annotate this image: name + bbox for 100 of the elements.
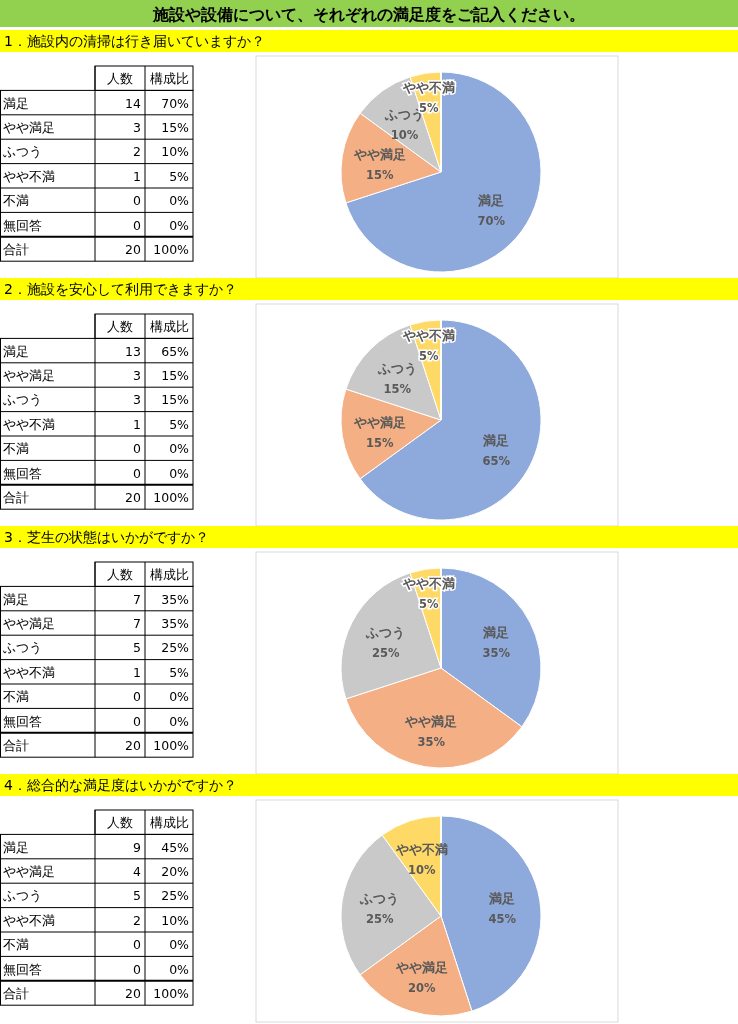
slice-label: 満足 (488, 891, 516, 907)
text: 人数 (107, 815, 133, 831)
slice-label: やや満足 (404, 714, 458, 730)
text: 0 (133, 193, 142, 209)
data-label: 45% (488, 912, 517, 927)
text: 0% (169, 961, 189, 977)
data-label: 65% (482, 454, 511, 469)
text: 14 (125, 95, 142, 111)
text: 2 (133, 912, 141, 928)
text: 45% (161, 839, 189, 855)
text: 100% (153, 986, 190, 1001)
data-label: 10% (390, 127, 419, 142)
text: 0% (169, 465, 189, 481)
text: 4．総合的な満足度はいかがですか？ (4, 777, 237, 793)
text: 35% (161, 591, 189, 607)
data-label: 35% (482, 645, 511, 660)
text: 70% (161, 95, 189, 111)
category-label: やや不満 (3, 664, 55, 680)
text: 100% (153, 738, 190, 753)
text: 3．芝生の状態はいかがですか？ (4, 529, 209, 545)
data-label: 15% (383, 382, 412, 397)
data-label: 35% (417, 735, 446, 750)
text: 10% (161, 144, 189, 160)
text: 25% (161, 888, 189, 904)
slice-label: やや満足 (352, 147, 406, 163)
text: 3 (133, 392, 141, 408)
text: 2 (133, 144, 141, 160)
category-label: 不満 (3, 689, 29, 705)
text: 100% (153, 242, 190, 257)
text: 15% (161, 392, 189, 408)
text: 構成比 (149, 71, 189, 87)
category-label: 無回答 (3, 713, 42, 729)
data-label: 20% (408, 980, 437, 995)
text: 100% (153, 490, 190, 505)
text: 0% (169, 441, 189, 457)
text: 0% (169, 217, 189, 233)
slice-label: ふつう (376, 361, 417, 377)
text: 0 (133, 441, 142, 457)
text: 7 (133, 591, 141, 607)
category-label: 無回答 (3, 961, 42, 977)
text: 20% (161, 864, 189, 879)
text: 7 (133, 616, 141, 631)
text: 合計 (3, 242, 29, 257)
text: 5% (169, 168, 189, 184)
text: 1 (133, 664, 141, 680)
category-label: 無回答 (3, 217, 42, 233)
category-label: ふつう (3, 392, 42, 408)
text: 20 (125, 242, 142, 257)
text: 人数 (107, 319, 133, 335)
slice-label: 満足 (477, 193, 505, 209)
text: 人数 (107, 71, 133, 87)
text: 合計 (3, 986, 29, 1001)
data-label: 25% (371, 645, 400, 660)
category-label: ふつう (3, 888, 42, 904)
text: 1 (133, 168, 141, 184)
text: 5% (169, 664, 189, 680)
text: 10% (161, 912, 189, 928)
text: 3 (133, 120, 141, 135)
chart-subtitle: 施設や設備について、それぞれの満足度をご記入ください。 (152, 5, 585, 24)
category-label: 満足 (3, 839, 29, 855)
text: 20 (125, 986, 142, 1001)
text: 5 (133, 640, 141, 656)
text: 0 (133, 937, 142, 953)
text: 3 (133, 368, 141, 383)
data-label: 10% (408, 863, 437, 878)
text: 0 (133, 465, 142, 481)
category-label: 不満 (3, 441, 29, 457)
text: 4 (133, 864, 142, 879)
slice-label: やや満足 (352, 414, 406, 430)
category-label: やや満足 (3, 368, 55, 383)
category-label: 不満 (3, 193, 29, 209)
category-label: 無回答 (3, 465, 42, 481)
slice-label: 満足 (482, 433, 510, 449)
category-label: 満足 (3, 591, 29, 607)
text: 65% (161, 343, 189, 359)
text: 5 (133, 888, 141, 904)
text: 35% (161, 616, 189, 631)
category-label: 不満 (3, 937, 29, 953)
slice-label: ふつう (359, 891, 400, 907)
text: 0% (169, 937, 189, 953)
data-label: 70% (477, 214, 506, 229)
text: 構成比 (149, 319, 189, 335)
text: 0 (133, 689, 142, 705)
category-label: やや満足 (3, 864, 55, 879)
text: 合計 (3, 490, 29, 505)
text: 0% (169, 193, 189, 209)
text: 15% (161, 368, 189, 383)
text: 0 (133, 713, 142, 729)
category-label: 満足 (3, 95, 29, 111)
slice-label: ふつう (365, 624, 406, 640)
category-label: やや不満 (3, 416, 55, 432)
slice-label: やや満足 (394, 959, 448, 975)
text: 2．施設を安心して利用できますか？ (4, 281, 237, 297)
slice-label: やや不満 (394, 842, 448, 858)
text: 20 (125, 738, 142, 753)
text: 人数 (107, 567, 133, 583)
text: 1 (133, 416, 141, 432)
category-label: やや不満 (3, 168, 55, 184)
text: 0% (169, 713, 189, 729)
text: 構成比 (149, 567, 189, 583)
